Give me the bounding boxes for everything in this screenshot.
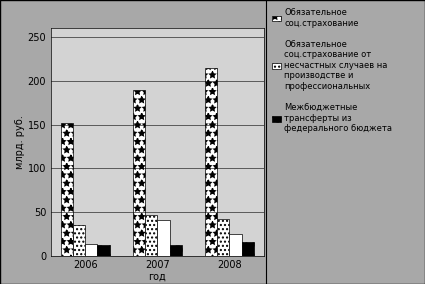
Bar [73, 225, 85, 256]
Y-axis label: млрд. руб.: млрд. руб. [15, 115, 25, 169]
Bar [241, 243, 254, 256]
Bar [217, 219, 230, 256]
Bar [61, 123, 73, 256]
Bar [133, 89, 145, 256]
Legend: Обязательное
соц.страхование, Обязательное
соц.страхование от
несчастных случаев: Обязательное соц.страхование, Обязательн… [270, 6, 394, 135]
Bar [157, 220, 170, 256]
Bar [145, 214, 157, 256]
Bar [230, 234, 241, 256]
X-axis label: год: год [148, 272, 166, 282]
Bar [205, 68, 217, 256]
Bar [170, 245, 182, 256]
Bar [85, 244, 97, 256]
Bar [97, 245, 110, 256]
